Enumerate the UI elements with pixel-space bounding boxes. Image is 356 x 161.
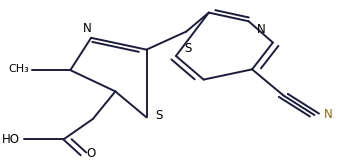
Text: N: N bbox=[257, 23, 266, 36]
Text: CH₃: CH₃ bbox=[8, 64, 29, 74]
Text: S: S bbox=[184, 42, 192, 55]
Text: HO: HO bbox=[2, 133, 20, 146]
Text: N: N bbox=[324, 108, 333, 121]
Text: O: O bbox=[86, 147, 95, 160]
Text: N: N bbox=[83, 22, 92, 35]
Text: S: S bbox=[155, 109, 163, 122]
